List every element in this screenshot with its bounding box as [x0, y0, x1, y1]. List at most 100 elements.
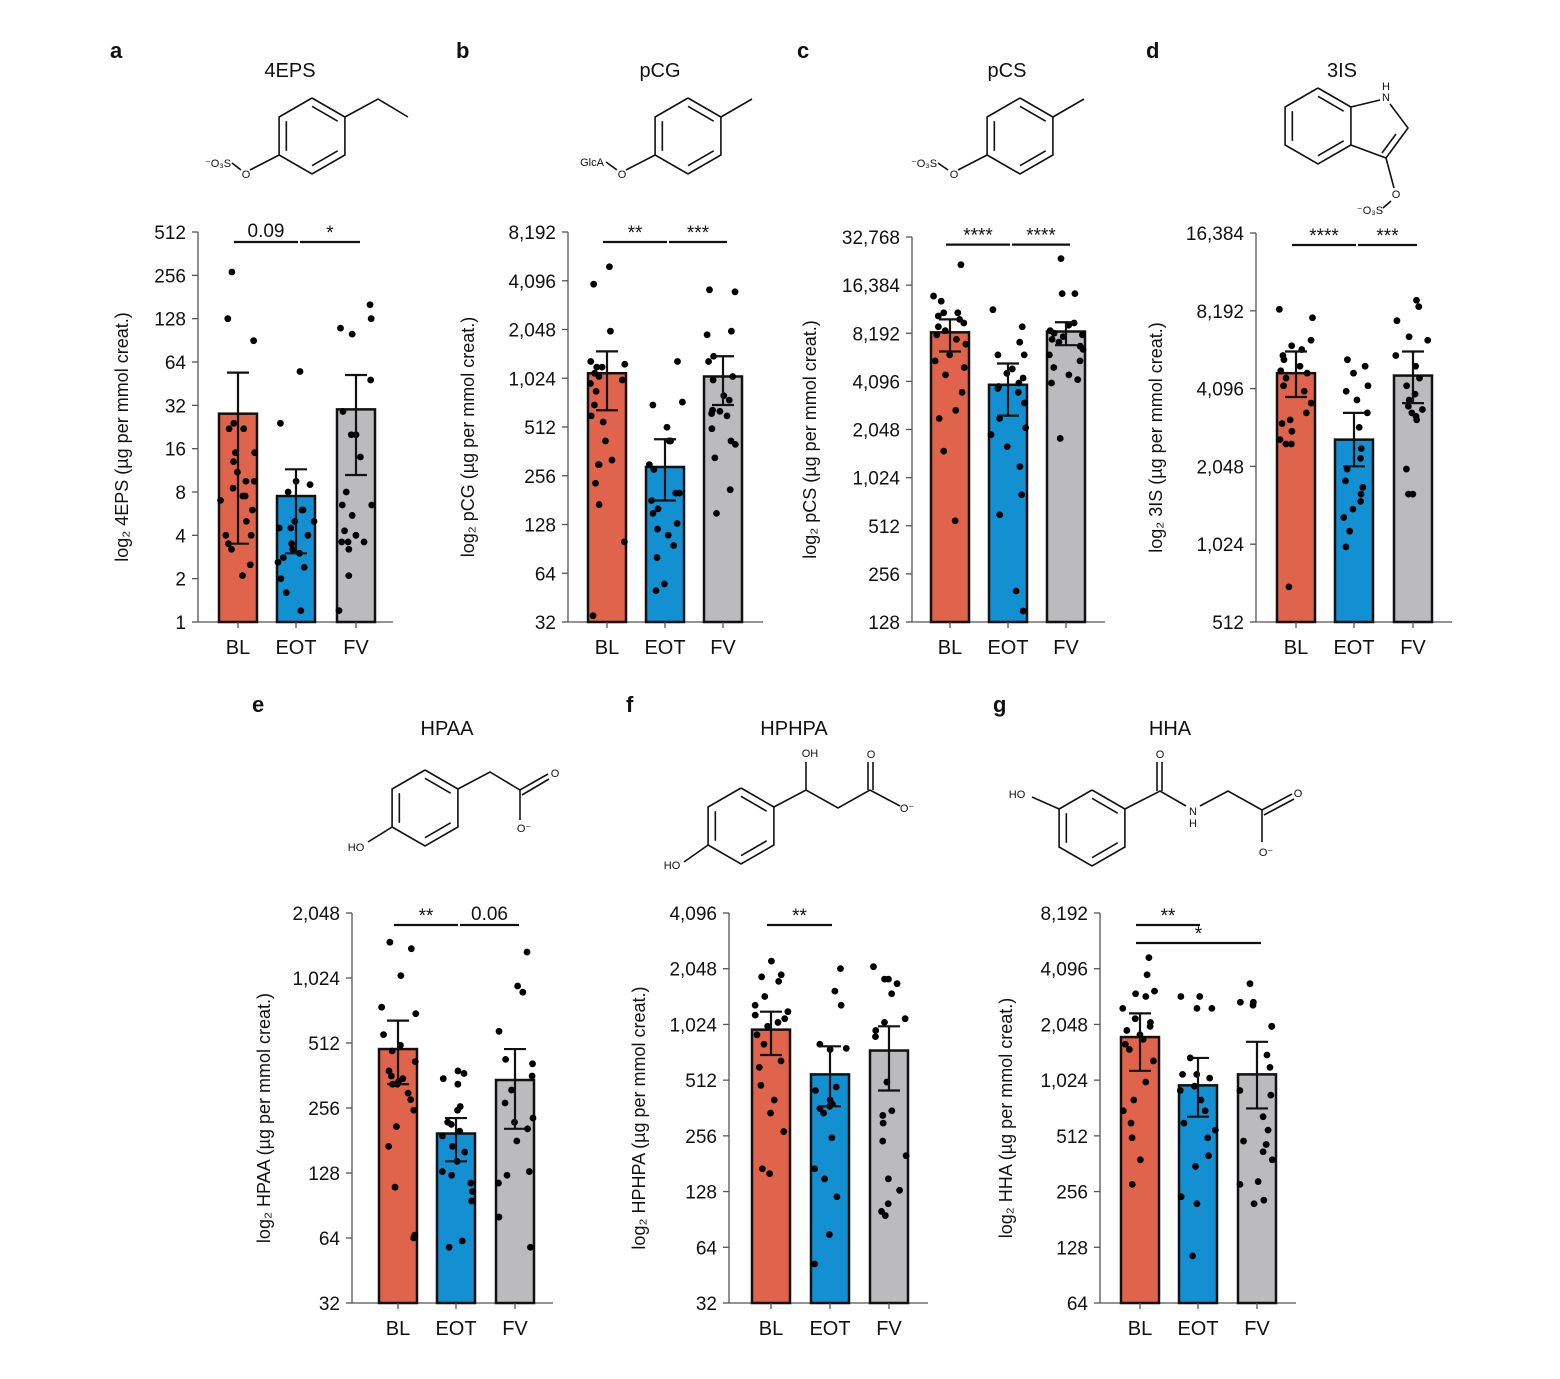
y-tick-label: 1,024 [852, 469, 900, 490]
y-tick-label: 64 [319, 1229, 341, 1250]
x-tick-label: BL [938, 637, 962, 659]
significance-label: 0.06 [471, 904, 508, 925]
significance-label: *** [1376, 226, 1399, 247]
data-point [731, 440, 739, 448]
data-point [672, 489, 680, 497]
data-point [344, 538, 352, 546]
data-point [587, 380, 594, 387]
data-point [275, 524, 283, 532]
data-point [820, 1109, 827, 1117]
data-point [1151, 987, 1158, 995]
data-point [825, 1231, 833, 1238]
data-point [952, 335, 960, 343]
panel-title: pCG [639, 60, 680, 82]
data-point [337, 324, 344, 332]
data-point [1363, 409, 1371, 417]
data-point [837, 965, 844, 973]
data-point [1277, 367, 1285, 375]
data-point [1419, 406, 1426, 413]
data-point [1309, 314, 1316, 322]
data-point [277, 419, 284, 427]
data-point [1267, 1091, 1275, 1099]
data-point [239, 572, 246, 580]
data-point [447, 1120, 455, 1128]
data-point [287, 524, 295, 532]
data-point [393, 1123, 400, 1130]
data-point [608, 456, 616, 464]
data-point [649, 401, 657, 409]
y-tick-label: 4,096 [508, 272, 556, 293]
x-tick-label: EOT [644, 637, 685, 659]
data-point [1416, 374, 1423, 382]
data-point [1288, 427, 1296, 435]
data-point [282, 589, 290, 597]
data-point [345, 545, 353, 553]
data-point [335, 607, 343, 615]
y-axis-label: log₂ 4EPS (µg per mmol creat.) [112, 312, 132, 561]
data-point [412, 1010, 420, 1018]
data-point [1048, 379, 1055, 387]
data-point [503, 1171, 511, 1179]
data-point [777, 971, 785, 979]
bond [391, 769, 459, 847]
data-point [388, 1047, 396, 1055]
data-point [1180, 1119, 1188, 1127]
bond [278, 97, 346, 175]
bond [1350, 99, 1381, 108]
structure-atom-label: O⁻ [1259, 847, 1274, 859]
y-tick-label: 1,024 [669, 1015, 717, 1036]
y-tick-label: 8,192 [508, 223, 556, 244]
data-point [946, 351, 954, 359]
data-point [1268, 1156, 1276, 1164]
data-point [994, 385, 1002, 392]
bond [1019, 105, 1047, 122]
structure-atom-label: OH [802, 748, 819, 760]
data-point [881, 1019, 888, 1026]
data-point [996, 415, 1003, 422]
data-point [495, 1213, 503, 1221]
data-point [1342, 477, 1349, 485]
data-point [751, 1011, 759, 1019]
bond [1052, 98, 1085, 118]
data-point [708, 425, 716, 433]
data-point [352, 531, 360, 539]
data-point [338, 538, 346, 546]
structure-hpaa: HO O O⁻ [348, 768, 560, 854]
bond [687, 105, 715, 122]
y-tick-label: 4,096 [1196, 380, 1244, 401]
data-point [812, 1087, 819, 1094]
data-point [288, 540, 296, 548]
data-point [1266, 1063, 1274, 1071]
x-tick-label: EOT [1333, 637, 1374, 659]
data-point [957, 261, 965, 269]
data-point [495, 1027, 503, 1035]
data-point [230, 458, 237, 466]
bond [1317, 140, 1345, 157]
y-tick-label: 2,048 [1196, 457, 1244, 478]
data-point [1020, 351, 1028, 359]
data-point [217, 496, 224, 504]
x-tick-label: FV [1244, 1318, 1270, 1340]
data-point [529, 1114, 537, 1122]
data-point [590, 280, 598, 288]
data-point [1146, 1022, 1154, 1030]
bond [986, 97, 1054, 175]
y-tick-label: 4,096 [1040, 960, 1088, 981]
bond [625, 154, 656, 171]
data-point [1121, 1040, 1129, 1048]
data-point [674, 358, 681, 365]
y-tick-label: 256 [868, 565, 900, 586]
data-point [385, 1142, 393, 1150]
data-point [713, 509, 720, 517]
y-tick-label: 1,024 [1040, 1071, 1088, 1092]
data-point [345, 572, 353, 580]
y-tick-label: 16 [165, 440, 186, 461]
panel-d: d 3IS 512 1,024 2,048 4,096 8,192 16,384 log₂ 3I… [1146, 38, 1452, 659]
data-point [1014, 388, 1022, 396]
data-point [1409, 490, 1417, 498]
data-point [1208, 1004, 1216, 1012]
data-point [348, 330, 356, 338]
data-point [1125, 1046, 1133, 1053]
data-point [620, 538, 628, 546]
